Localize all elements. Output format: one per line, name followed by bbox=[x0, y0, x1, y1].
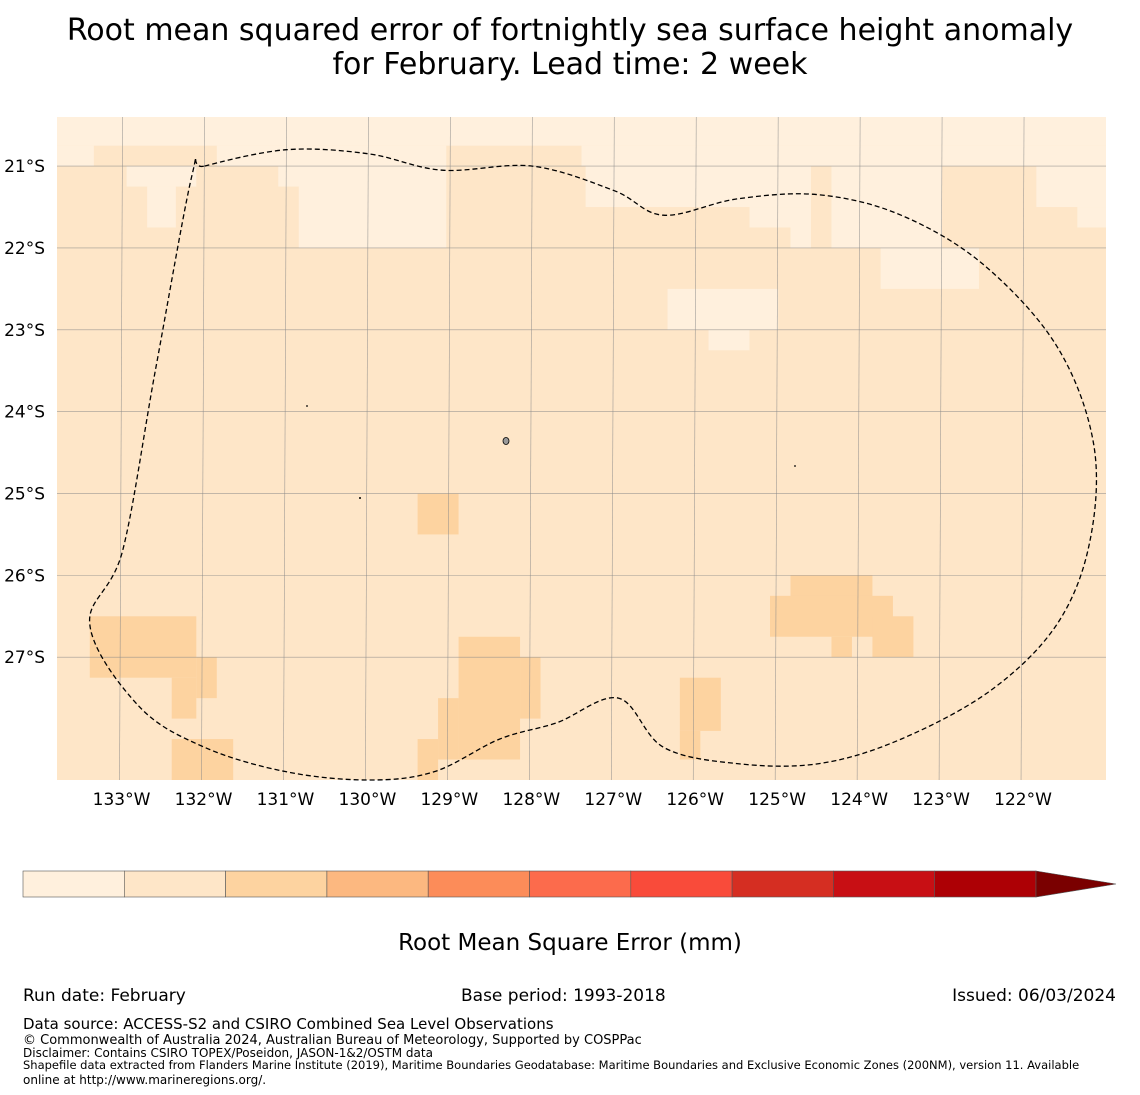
heatmap-cell bbox=[679, 677, 721, 731]
grid-line-lon bbox=[201, 116, 205, 781]
y-tick-label: 22°S bbox=[4, 239, 45, 259]
x-tick-label: 125°W bbox=[748, 790, 806, 810]
x-tick-label: 130°W bbox=[339, 790, 397, 810]
grid-line-lon bbox=[692, 116, 697, 781]
x-tick-label: 132°W bbox=[175, 790, 233, 810]
colorbar-segment bbox=[731, 870, 834, 898]
x-tick-label: 126°W bbox=[666, 790, 724, 810]
colorbar: 00.030.060.090.120.150.180.210.240.270.3 bbox=[22, 870, 1117, 898]
colorbar-segment bbox=[630, 870, 733, 898]
heatmap-cell bbox=[57, 117, 1106, 146]
x-tick-label: 122°W bbox=[994, 790, 1052, 810]
heatmap-cell bbox=[458, 636, 521, 760]
heatmap-cell bbox=[880, 247, 979, 289]
shapefile-credit-line-1: Shapefile data extracted from Flanders M… bbox=[23, 1058, 1080, 1072]
map-heatmap bbox=[57, 117, 1106, 780]
data-source: Data source: ACCESS-S2 and CSIRO Combine… bbox=[23, 1015, 554, 1033]
colorbar-extend-arrow bbox=[1035, 870, 1117, 898]
copyright: © Commonwealth of Australia 2024, Austra… bbox=[23, 1033, 642, 1048]
heatmap-cell bbox=[831, 636, 852, 658]
island-marker bbox=[306, 405, 308, 407]
heatmap-cell bbox=[57, 145, 94, 167]
eez-boundary-line bbox=[89, 148, 1098, 781]
heatmap-cell bbox=[749, 207, 811, 228]
grid-line-lon bbox=[283, 116, 287, 781]
island-marker bbox=[794, 465, 796, 467]
x-tick-label: 131°W bbox=[257, 790, 315, 810]
heatmap-cell bbox=[298, 166, 447, 248]
y-tick-label: 25°S bbox=[4, 485, 45, 505]
chart-title-line-2: for February. Lead time: 2 week bbox=[332, 47, 808, 82]
colorbar-segment bbox=[22, 870, 125, 898]
grid-line-lon bbox=[938, 116, 943, 781]
colorbar-segment bbox=[934, 870, 1037, 898]
heatmap-cell bbox=[831, 227, 943, 248]
colorbar-segment bbox=[326, 870, 429, 898]
heatmap-cell bbox=[171, 677, 197, 719]
chart-title: Root mean squared error of fortnightly s… bbox=[0, 14, 1140, 82]
heatmap-cell bbox=[679, 730, 701, 760]
grid-line-lon bbox=[1020, 116, 1025, 781]
y-tick-label: 27°S bbox=[4, 648, 45, 668]
heatmap-cell bbox=[417, 493, 459, 535]
y-axis-ticks: 21°S 22°S 23°S 24°S 25°S 26°S 27°S bbox=[4, 157, 45, 668]
chart-title-line-1: Root mean squared error of fortnightly s… bbox=[66, 13, 1074, 48]
heatmap-cell bbox=[1036, 166, 1106, 208]
grid-line-lon bbox=[119, 116, 123, 781]
disclaimer: Disclaimer: Contains CSIRO TOPEX/Poseido… bbox=[23, 1046, 433, 1060]
base-period: Base period: 1993-2018 bbox=[461, 986, 666, 1006]
grid-line-lon bbox=[856, 116, 861, 781]
heatmap-cell bbox=[585, 166, 811, 208]
heatmap-cell bbox=[438, 698, 459, 760]
island-marker bbox=[502, 437, 510, 445]
heatmap-cell bbox=[126, 166, 197, 187]
islands bbox=[306, 405, 796, 499]
colorbar-segment bbox=[529, 870, 632, 898]
x-axis-ticks: 133°W 132°W 131°W 130°W 129°W 128°W 127°W 126°W… bbox=[93, 790, 1052, 810]
x-tick-label: 123°W bbox=[912, 790, 970, 810]
grid-line-lon bbox=[529, 116, 533, 781]
colorbar-segment bbox=[124, 870, 226, 898]
heatmap-cell bbox=[581, 145, 1106, 167]
colorbar-label: Root Mean Square Error (mm) bbox=[398, 930, 742, 956]
x-tick-label: 133°W bbox=[93, 790, 151, 810]
heatmap-cell bbox=[1077, 207, 1106, 228]
heatmap-cell bbox=[417, 739, 439, 780]
colorbar-segment bbox=[427, 870, 530, 898]
x-tick-label: 129°W bbox=[420, 790, 478, 810]
heatmap-cell bbox=[667, 288, 779, 330]
y-tick-label: 24°S bbox=[4, 403, 45, 423]
run-date: Run date: February bbox=[23, 986, 186, 1006]
heatmap-cell bbox=[831, 166, 943, 228]
heatmap-cell bbox=[89, 616, 197, 678]
heatmap-cell bbox=[708, 329, 750, 351]
grid-line-lon bbox=[447, 116, 451, 781]
x-tick-label: 128°W bbox=[502, 790, 560, 810]
y-tick-label: 21°S bbox=[4, 157, 45, 177]
grid-line-lon bbox=[610, 116, 615, 781]
shapefile-credit-line-2: online at http://www.marineregions.org/. bbox=[23, 1073, 267, 1087]
heatmap-cell bbox=[147, 186, 176, 228]
heatmap-cell bbox=[872, 616, 914, 658]
y-tick-label: 23°S bbox=[4, 321, 45, 341]
x-tick-label: 124°W bbox=[830, 790, 888, 810]
y-tick-label: 26°S bbox=[4, 566, 45, 586]
grid-line-lon bbox=[365, 116, 369, 781]
colorbar-segment bbox=[225, 870, 328, 898]
heatmap-cell bbox=[171, 739, 234, 780]
chart-canvas: 133°W 132°W 131°W 130°W 129°W 128°W 127°W 126°W… bbox=[4, 116, 1117, 898]
heatmap-cell bbox=[216, 145, 447, 167]
grid-line-lon bbox=[774, 116, 779, 781]
issued-date: Issued: 06/03/2024 bbox=[952, 986, 1116, 1006]
heatmap-cell bbox=[196, 657, 217, 699]
x-tick-label: 127°W bbox=[584, 790, 642, 810]
colorbar-segment bbox=[833, 870, 936, 898]
map-gridlines bbox=[57, 116, 1106, 781]
island-marker bbox=[359, 497, 361, 499]
heatmap-cell bbox=[520, 657, 541, 719]
heatmap-cell bbox=[790, 227, 811, 248]
